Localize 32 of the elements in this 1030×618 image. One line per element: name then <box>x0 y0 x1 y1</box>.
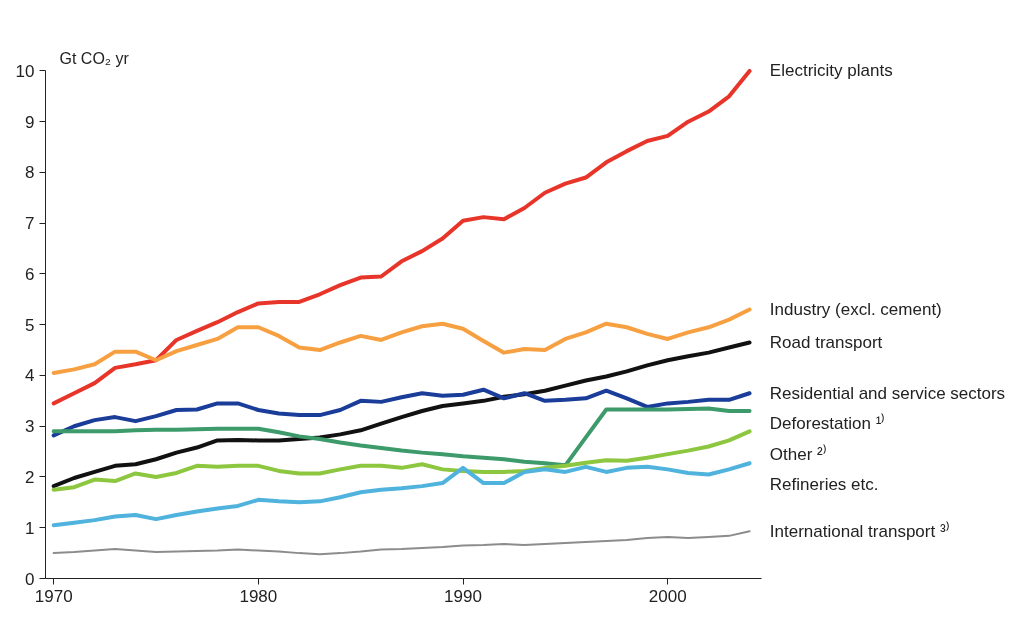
y-tick-label: 6 <box>25 264 35 284</box>
y-tick-label: 5 <box>25 315 35 335</box>
series-label: Electricity plants <box>769 61 893 81</box>
series-label: Road transport <box>769 332 883 352</box>
y-tick-label: 0 <box>25 569 35 589</box>
y-axis-title: Gt CO₂ yr <box>59 49 130 67</box>
line-series <box>51 406 752 468</box>
y-tick-label: 9 <box>25 112 35 132</box>
series-label: Other ²⁾ <box>769 443 827 464</box>
y-tick-label: 2 <box>25 467 35 487</box>
x-tick-label: 1970 <box>34 586 73 606</box>
line-series <box>51 68 752 406</box>
y-tick-label: 8 <box>25 163 35 183</box>
y-tick-label: 7 <box>25 214 35 234</box>
x-tick-label: 2000 <box>648 586 687 606</box>
line-series <box>51 340 752 489</box>
series-label: Residential and service sectors <box>769 383 1006 403</box>
y-tick-label: 3 <box>25 417 35 437</box>
series-label: Industry (excl. cement) <box>769 300 942 319</box>
line-series <box>51 429 752 492</box>
line-series <box>52 530 751 556</box>
series-label: Deforestation ¹⁾ <box>769 413 886 434</box>
y-tick-label: 4 <box>25 366 35 386</box>
y-tick-label: 1 <box>25 518 35 538</box>
series-label: Refineries etc. <box>769 475 879 495</box>
line-series <box>51 307 752 375</box>
y-tick-label: 10 <box>15 61 35 81</box>
line-series <box>51 461 752 528</box>
x-tick-label: 1980 <box>239 586 278 606</box>
x-tick-label: 1990 <box>444 586 482 606</box>
series-label: International transport ³⁾ <box>769 520 950 541</box>
line-series <box>51 387 752 438</box>
